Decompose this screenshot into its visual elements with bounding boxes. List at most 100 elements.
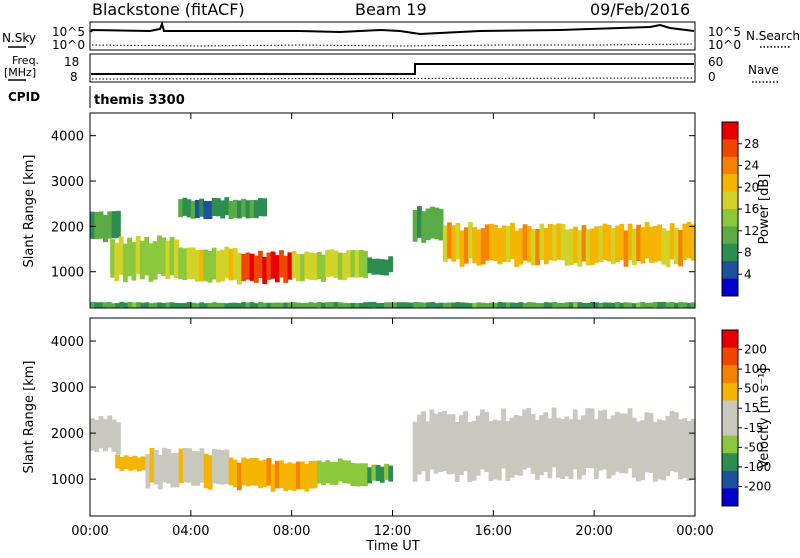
echo-region-6-cell bbox=[492, 419, 498, 480]
echo-region-9-cell bbox=[279, 302, 284, 308]
x-tick-label: 08:00 bbox=[273, 524, 310, 539]
echo-region-9-cell bbox=[417, 302, 423, 308]
echo-region-8-cell bbox=[505, 225, 511, 263]
echo-region-2-cell bbox=[228, 248, 234, 281]
echo-region-2-cell bbox=[178, 247, 183, 280]
echo-region-8-cell bbox=[669, 223, 675, 260]
colorbar-band bbox=[722, 174, 738, 193]
echo-region-8-cell bbox=[627, 223, 633, 260]
echo-region-7-cell bbox=[434, 207, 440, 240]
echo-region-9-cell bbox=[640, 302, 646, 308]
echo-region-8-cell bbox=[476, 229, 482, 266]
echo-region-3-cell bbox=[262, 256, 268, 285]
echo-region-6-cell bbox=[614, 411, 620, 472]
power-y-ticks: 1000 2000 3000 4000 bbox=[51, 130, 695, 281]
beam-label: Beam 19 bbox=[355, 0, 427, 19]
y-tick-label: 4000 bbox=[51, 335, 84, 350]
echo-region-6-cell bbox=[429, 409, 435, 470]
echo-region-6-cell bbox=[421, 411, 426, 472]
velocity-colorbar-bands bbox=[722, 330, 738, 507]
echo-region-3-cell bbox=[308, 460, 314, 489]
echo-region-8-cell bbox=[447, 222, 452, 259]
echo-region-9-cell bbox=[392, 302, 398, 308]
echo-region-2-cell bbox=[216, 449, 221, 485]
echo-region-3-cell bbox=[249, 253, 255, 281]
nsky-tick-top: 10^5 bbox=[52, 25, 85, 39]
echo-region-6-cell bbox=[678, 419, 683, 480]
echo-region-9-cell bbox=[165, 302, 171, 308]
x-axis-label: Time UT bbox=[365, 539, 419, 554]
freq-label-line2: [MHz] bbox=[4, 66, 36, 79]
echo-region-9-cell bbox=[367, 302, 373, 308]
echo-region-8-cell bbox=[468, 222, 473, 259]
echo-region-5-cell bbox=[379, 259, 385, 275]
echo-region-9-cell bbox=[144, 302, 150, 308]
echo-region-6-cell bbox=[425, 421, 431, 482]
echo-region-1-cell bbox=[144, 236, 150, 276]
echo-region-9-cell bbox=[186, 302, 192, 308]
echo-region-9-cell bbox=[270, 302, 276, 308]
colorbar-band bbox=[722, 209, 738, 227]
echo-region-8-cell bbox=[636, 224, 641, 262]
echo-region-8-cell bbox=[657, 224, 662, 261]
velocity-x-ticks bbox=[89, 318, 696, 516]
echo-region-6-cell bbox=[551, 407, 557, 468]
echo-region-3-cell bbox=[283, 255, 289, 283]
echo-region-6-cell bbox=[627, 408, 633, 469]
echo-region-4-cell bbox=[342, 460, 347, 484]
colorbar-tick-label: -100 bbox=[744, 460, 771, 474]
echo-region-0-cell bbox=[103, 215, 108, 243]
power-panel: 1000 2000 3000 4000 Slant Range [km] bbox=[22, 112, 696, 309]
echo-region-9-cell bbox=[321, 302, 326, 308]
power-echo-marks bbox=[90, 197, 696, 308]
echo-region-6-cell bbox=[690, 418, 696, 479]
echo-region-9-cell bbox=[455, 302, 461, 308]
echo-region-9-cell bbox=[363, 302, 368, 308]
echo-region-6-cell bbox=[505, 421, 511, 481]
echo-region-9-cell bbox=[543, 302, 549, 308]
echo-region-8-cell bbox=[602, 223, 608, 260]
echo-region-9-cell bbox=[241, 302, 247, 308]
echo-region-9-cell bbox=[195, 303, 200, 308]
echo-region-9-cell bbox=[283, 302, 289, 308]
echo-region-8-cell bbox=[606, 225, 612, 262]
echo-region-6-cell bbox=[513, 415, 519, 475]
echo-region-8-cell bbox=[539, 223, 545, 260]
echo-region-9-cell bbox=[434, 303, 440, 308]
echo-region-6-cell bbox=[589, 408, 595, 469]
echo-region-9-cell bbox=[602, 302, 608, 308]
echo-region-6-cell bbox=[416, 414, 422, 475]
echo-region-3-cell bbox=[249, 457, 255, 486]
echo-region-4-cell bbox=[354, 250, 360, 278]
echo-region-4-cell bbox=[337, 252, 343, 280]
echo-region-3-cell bbox=[270, 251, 276, 279]
echo-region-3-cell bbox=[258, 250, 263, 278]
echo-region-8-cell bbox=[526, 226, 532, 263]
echo-region-2-cell bbox=[237, 252, 242, 285]
nsky-trace bbox=[90, 20, 695, 36]
echo-region-9-cell bbox=[447, 302, 452, 308]
echo-region-3-cell bbox=[283, 463, 289, 491]
echo-region-2-cell bbox=[212, 449, 217, 484]
echo-region-4-cell bbox=[350, 250, 356, 278]
echo-region-0-cell bbox=[115, 210, 121, 238]
echo-region-8-cell bbox=[690, 224, 696, 261]
echo-region-4-cell bbox=[316, 460, 322, 484]
nsearch-trace bbox=[91, 43, 695, 47]
echo-region-9-cell bbox=[253, 303, 259, 308]
echo-region-4-cell bbox=[321, 462, 326, 486]
colorbar-tick-label: 100 bbox=[744, 362, 767, 376]
echo-region-3-cell bbox=[253, 255, 259, 283]
echo-region-6-cell bbox=[572, 409, 578, 470]
echo-region-9-cell bbox=[632, 303, 637, 308]
colorbar-tick-label: -50 bbox=[744, 440, 764, 454]
echo-region-2-cell bbox=[203, 453, 209, 489]
echo-region-6-cell bbox=[182, 197, 188, 216]
x-tick-label: 00:00 bbox=[676, 524, 713, 539]
echo-region-6-cell bbox=[178, 199, 183, 218]
echo-region-9-cell bbox=[291, 302, 297, 308]
cpid-value: themis 3300 bbox=[94, 93, 185, 108]
echo-region-6-cell bbox=[438, 412, 443, 472]
freq-panel-frame bbox=[89, 53, 696, 83]
colorbar-band bbox=[722, 243, 738, 262]
